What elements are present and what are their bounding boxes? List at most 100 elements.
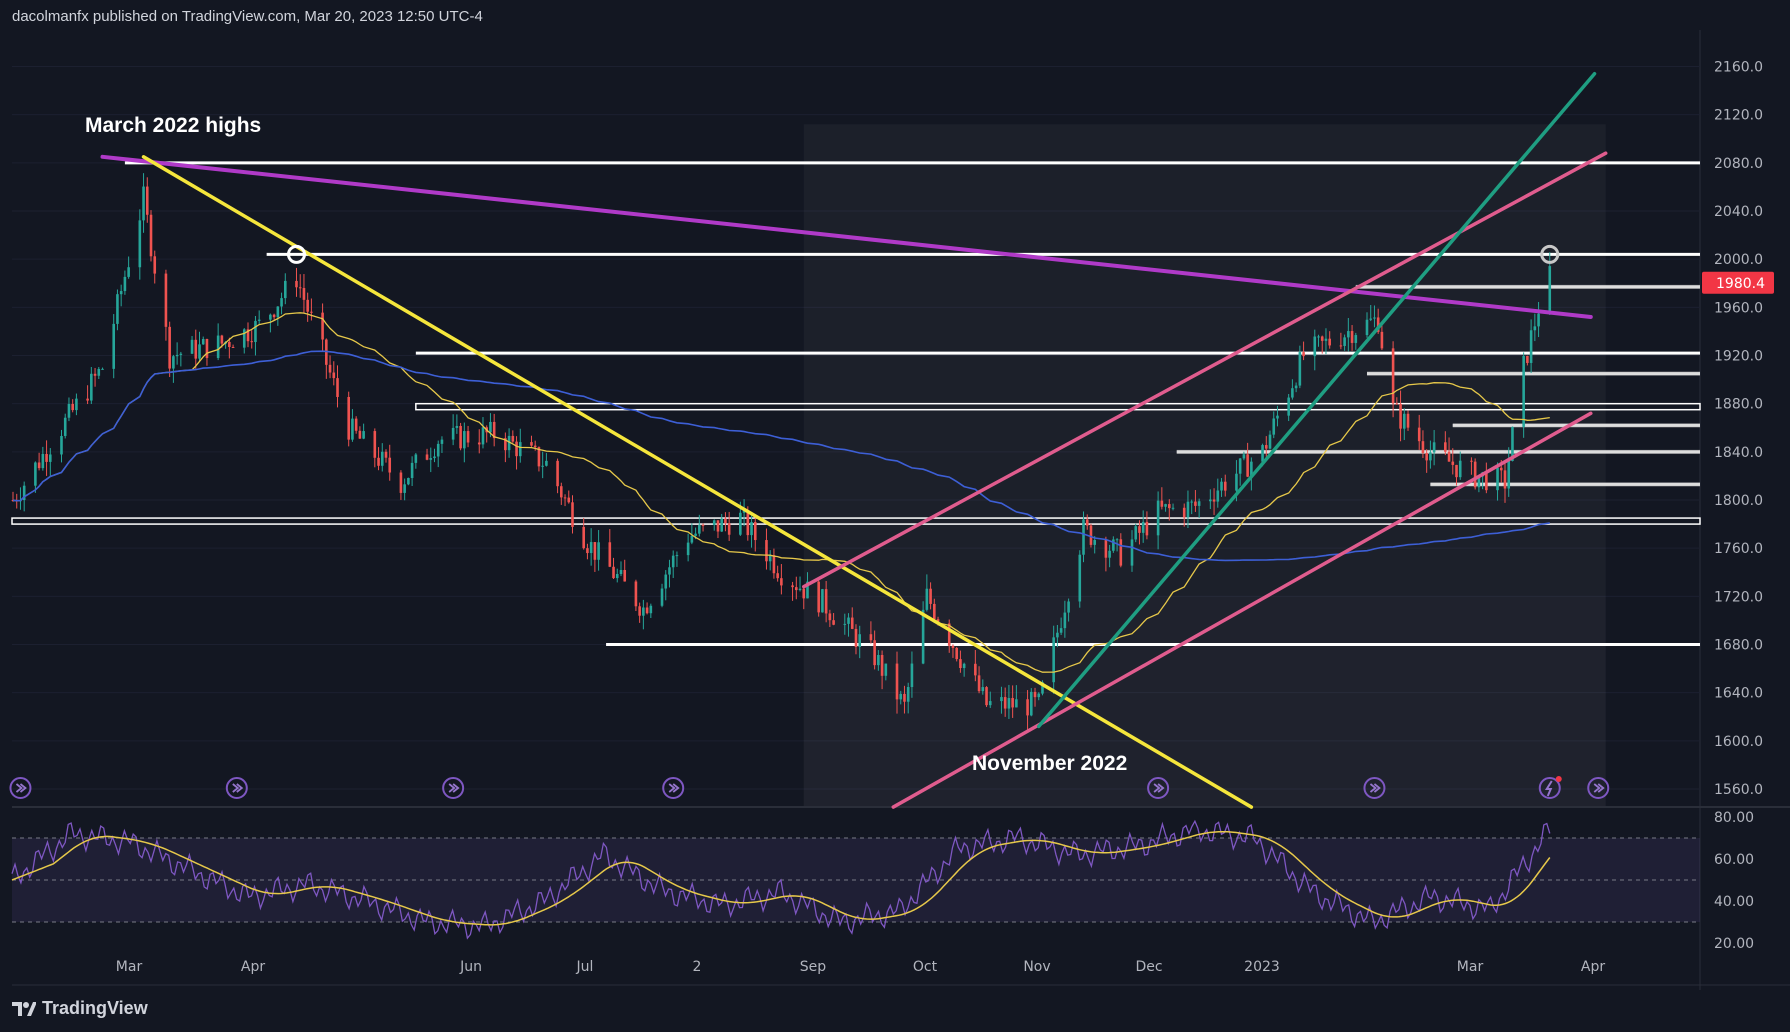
- candle-body: [921, 609, 925, 664]
- candle-body: [612, 566, 615, 579]
- candle-body: [533, 445, 537, 448]
- candle-body: [1134, 526, 1138, 540]
- candle-body: [1365, 319, 1369, 336]
- price-axis-label: 1720.0: [1714, 589, 1763, 605]
- candle-body: [649, 605, 653, 614]
- candle-body: [49, 454, 52, 462]
- candle-body: [1324, 338, 1328, 341]
- candle-body: [205, 339, 209, 358]
- candle-body: [720, 518, 723, 532]
- candle-body: [97, 368, 101, 376]
- candle-body: [1197, 501, 1201, 506]
- candle-body: [858, 634, 862, 647]
- time-axis-label: Jul: [576, 959, 594, 975]
- candle-body: [1447, 451, 1451, 462]
- candle-body: [310, 311, 313, 313]
- candle-body: [1108, 550, 1111, 558]
- candle-body: [988, 701, 992, 706]
- tradingview-brand: TradingView: [42, 997, 148, 1018]
- candle-body: [1141, 521, 1145, 533]
- candle-body: [530, 442, 533, 446]
- candle-body: [1112, 539, 1115, 551]
- rsi-axis-label: 40.00: [1714, 894, 1754, 910]
- candle-body: [977, 675, 981, 692]
- candle-body: [1451, 461, 1455, 465]
- annotation-november: November 2022: [972, 752, 1127, 775]
- candle-body: [1391, 348, 1395, 404]
- time-axis-label: Oct: [913, 959, 938, 975]
- candle-body: [377, 457, 380, 466]
- candle-body: [145, 186, 149, 215]
- trendline: [1037, 71, 1597, 729]
- candle-body: [903, 693, 906, 702]
- event-marker-icon: [662, 777, 685, 799]
- rsi-signal-line: [11, 830, 1551, 926]
- moving-average-short: [12, 312, 1550, 673]
- price-axis-label: 1880.0: [1714, 397, 1763, 413]
- trendline: [891, 411, 1593, 809]
- candle-body: [436, 443, 440, 457]
- candle-body: [257, 319, 261, 321]
- event-marker-icon: [9, 777, 32, 799]
- price-axis-label: 1960.0: [1714, 300, 1763, 316]
- candle-body: [518, 442, 522, 457]
- annotation-march-highs: March 2022 highs: [85, 114, 261, 137]
- candle-body: [216, 335, 220, 358]
- candle-body: [1380, 331, 1384, 349]
- candle-body: [231, 346, 235, 348]
- tradingview-logo-icon: [12, 1002, 36, 1016]
- candle-body: [1138, 526, 1141, 533]
- candle-body: [843, 623, 847, 625]
- candle-body: [899, 693, 903, 700]
- candle-body: [895, 663, 899, 700]
- event-marker-arrow: [1369, 783, 1381, 793]
- candle-body: [295, 280, 298, 288]
- candle-body: [283, 280, 287, 299]
- chart-panes: [12, 30, 1790, 990]
- candle-body: [1473, 461, 1477, 488]
- candle-body: [1429, 452, 1432, 461]
- candle-body: [1470, 460, 1473, 462]
- price-axis-label: 1800.0: [1714, 493, 1763, 509]
- candle-body: [1399, 403, 1402, 429]
- candle-body: [619, 569, 623, 575]
- candle-body: [116, 294, 119, 324]
- tradingview-logo[interactable]: TradingView: [12, 996, 148, 1020]
- candle-body: [541, 465, 544, 467]
- candle-body: [597, 542, 600, 560]
- moving-averages: [12, 312, 1550, 673]
- candle-body: [563, 497, 567, 499]
- candle-body: [1171, 507, 1175, 509]
- price-axis-label: 1640.0: [1714, 686, 1763, 702]
- candle-body: [280, 298, 283, 307]
- candle-body: [123, 276, 127, 292]
- candle-body: [645, 607, 649, 614]
- candle-body: [332, 372, 336, 379]
- price-axis-label: 2000.0: [1714, 252, 1763, 268]
- candle-body: [817, 581, 820, 613]
- candle-body: [433, 456, 436, 459]
- candle-body: [1339, 345, 1343, 347]
- price-axis-label: 2120.0: [1714, 108, 1763, 124]
- candle-body: [481, 427, 485, 445]
- candle-body: [1085, 519, 1089, 526]
- candle-body: [571, 502, 574, 527]
- candle-body: [582, 526, 585, 549]
- candle-body: [459, 425, 462, 449]
- candle-body: [90, 373, 93, 401]
- candle-body: [742, 510, 746, 513]
- candle-body: [1089, 525, 1093, 545]
- candle-body: [821, 589, 824, 613]
- candle-body: [1276, 415, 1279, 419]
- candle-body: [869, 634, 873, 641]
- event-marker-icon: [225, 777, 248, 799]
- candle-body: [1246, 454, 1249, 477]
- candle-body: [1007, 698, 1011, 709]
- candle-body: [1156, 500, 1160, 536]
- price-axis: 2160.0 2120.0 2080.0 2040.0 2000.0 1960.0 1920…: [1714, 60, 1763, 953]
- candle-body: [593, 542, 597, 560]
- candle-body: [246, 329, 250, 342]
- candle-body: [608, 542, 612, 567]
- candle-body: [1235, 473, 1238, 491]
